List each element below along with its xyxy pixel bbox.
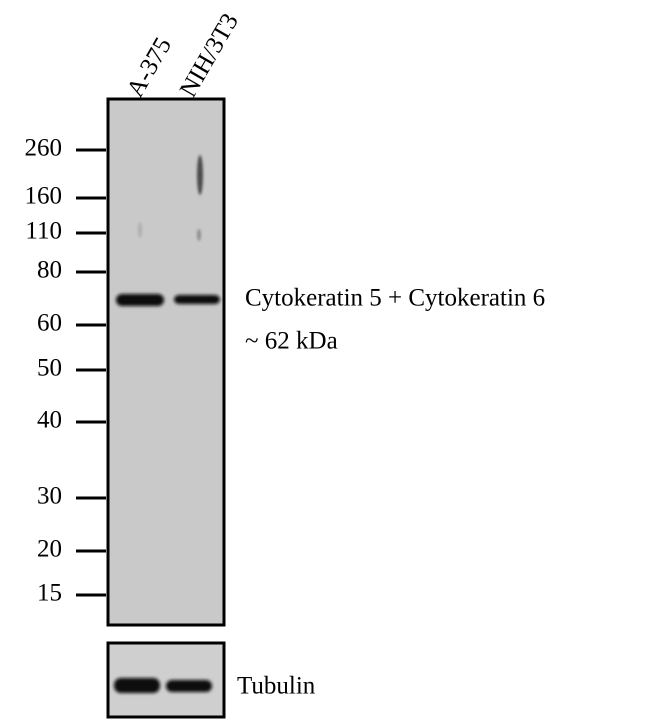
loading-control-band [166, 680, 212, 692]
band-size: ~ 62 kDa [245, 328, 338, 355]
marker-label: 20 [37, 536, 62, 563]
lane-label: NIH/3T3 [175, 9, 244, 102]
marker-label: 80 [37, 257, 62, 284]
marker-label: 30 [37, 483, 62, 510]
band-label: Cytokeratin 5 + Cytokeratin 6 [245, 285, 545, 312]
smear [197, 155, 203, 195]
marker-label: 260 [25, 135, 63, 162]
protein-band [116, 294, 164, 306]
blot-membrane [106, 97, 226, 627]
marker-label: 15 [37, 580, 62, 607]
lane-label: A-375 [122, 33, 177, 102]
protein-band [174, 295, 220, 304]
marker-label: 160 [25, 183, 63, 210]
smear [138, 222, 142, 238]
marker-label: 60 [37, 310, 62, 337]
marker-label: 110 [25, 218, 62, 245]
loading-control-label: Tubulin [237, 673, 316, 700]
loading-control-band [114, 678, 160, 693]
smear [197, 229, 201, 241]
marker-label: 40 [37, 407, 62, 434]
marker-label: 50 [37, 355, 62, 382]
